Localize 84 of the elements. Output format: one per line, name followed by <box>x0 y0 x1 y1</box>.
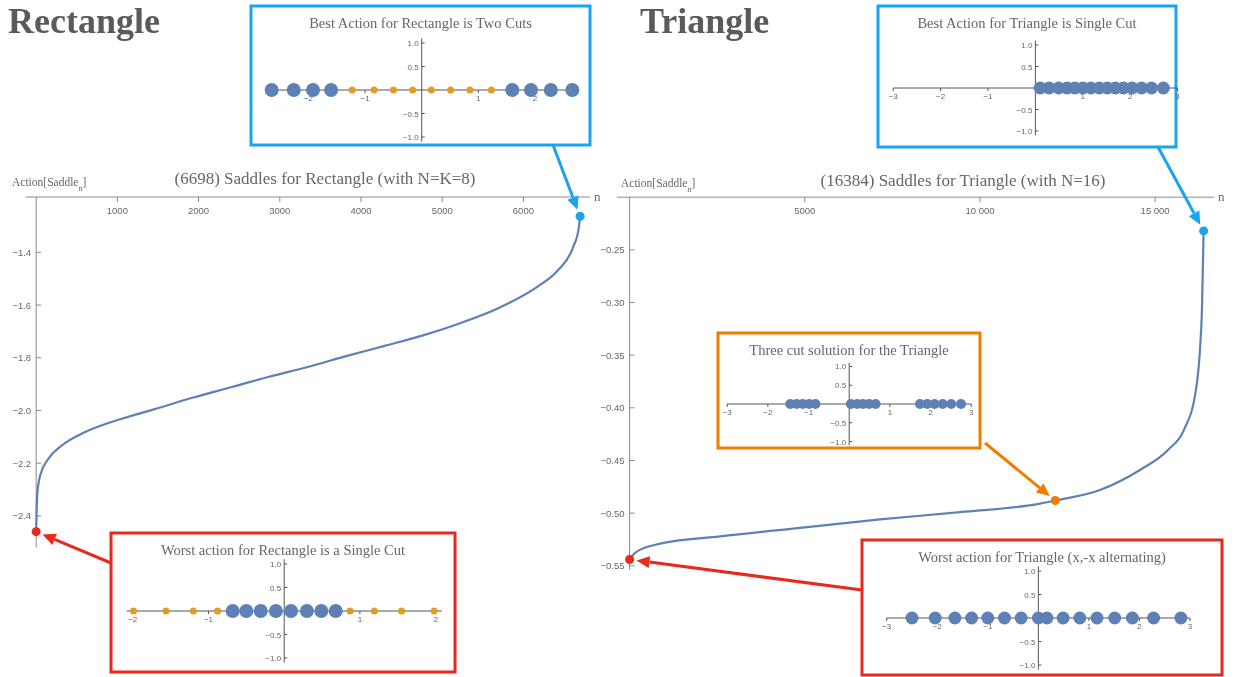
y-tick-label: −0.5 <box>1019 637 1036 647</box>
y-tick-label: 1.0 <box>1024 567 1036 576</box>
y-tick-label: −1.0 <box>1016 127 1033 136</box>
y-tick-label: −0.40 <box>600 402 625 414</box>
x-tick-label: 10 000 <box>965 205 995 217</box>
x-tick-label: −2 <box>303 94 314 103</box>
x-tick-label: 1000 <box>106 205 128 216</box>
y-tick-label: −0.5 <box>265 630 282 640</box>
x-tick-label: 15 000 <box>1140 205 1170 217</box>
x-tick-label: −1 <box>983 92 994 101</box>
y-tick-label: −1.0 <box>1019 661 1036 670</box>
x-tick-label: −2 <box>128 615 138 624</box>
x-axis-title: n <box>1218 189 1225 205</box>
text: Rectangle <box>8 1 160 41</box>
y-tick-label: −1.0 <box>265 654 282 663</box>
x-tick-label: −2 <box>936 92 946 101</box>
y-tick-label: −1.6 <box>12 299 32 311</box>
x-tick-label: 2 <box>433 615 439 624</box>
x-tick-label: 2 <box>928 408 934 417</box>
chart-title: Worst action for Triangle (x,-x alternating) <box>918 549 1167 566</box>
point <box>1199 226 1209 236</box>
chart-title: (6698) Saddles for Rectangle (with N=K=8) <box>174 169 476 188</box>
y-tick-label: 1.0 <box>835 362 847 372</box>
y-tick-label: −1.0 <box>830 437 847 447</box>
x-tick-label: 1 <box>1086 622 1092 631</box>
y-tick-label: −0.35 <box>600 349 625 361</box>
y-tick-label: −0.25 <box>600 244 625 256</box>
chart-title: Best Action for Rectangle is Two Cuts <box>309 15 533 31</box>
x-tick-label: 2000 <box>188 205 210 216</box>
x-tick-label: 1 <box>357 615 363 624</box>
point <box>1050 496 1060 505</box>
x-tick-label: 5000 <box>794 205 816 217</box>
x-tick-label: −1 <box>983 622 993 631</box>
y-tick-label: −2.2 <box>12 457 32 469</box>
x-tick-label: −2 <box>932 622 943 631</box>
y-tick-label: −1.4 <box>12 246 32 258</box>
y-tick-label: 1.0 <box>1021 41 1033 50</box>
chart-title: Three cut solution for the Triangle <box>749 342 949 358</box>
x-tick-label: 4000 <box>350 205 372 216</box>
chart-title: (16384) Saddles for Triangle (with N=16) <box>820 171 1106 190</box>
y-tick-label: −0.5 <box>1016 105 1033 115</box>
x-tick-label: 3 <box>1187 622 1193 631</box>
y-tick-label: −0.5 <box>830 418 847 428</box>
x-tick-label: 1 <box>887 408 893 417</box>
x-tick-label: −3 <box>882 622 892 631</box>
x-tick-label: 1 <box>476 94 482 103</box>
y-tick-label: 0.5 <box>270 583 282 593</box>
x-tick-label: 3 <box>1175 92 1181 101</box>
x-tick-label: 2 <box>1137 622 1143 631</box>
x-tick-label: 3000 <box>269 205 291 216</box>
y-tick-label: −1.8 <box>12 352 32 364</box>
x-tick-label: 2 <box>1127 92 1133 101</box>
x-tick-label: −1 <box>803 408 814 417</box>
y-tick-label: −0.5 <box>402 109 420 119</box>
x-tick-label: 6000 <box>512 205 534 216</box>
y-tick-label: −2.4 <box>12 510 32 522</box>
x-tick-label: 3 <box>968 408 974 417</box>
x-axis-title: n <box>594 189 601 204</box>
x-tick-label: 1 <box>1080 92 1086 101</box>
y-tick-label: 0.5 <box>1024 590 1036 600</box>
text: Triangle <box>640 1 770 41</box>
y-tick-label: −0.30 <box>600 297 625 309</box>
y-tick-label: −0.55 <box>600 560 625 572</box>
y-tick-label: −1.0 <box>402 133 420 142</box>
x-tick-label: 2 <box>532 94 538 103</box>
y-tick-label: −0.50 <box>600 507 625 519</box>
y-axis-title: Action[Saddle$_{n}$] <box>12 176 87 193</box>
x-tick-label: −3 <box>888 92 899 101</box>
y-tick-label: −2.0 <box>12 404 32 416</box>
y-tick-label: 0.5 <box>835 381 847 391</box>
y-tick-label: 1.0 <box>407 39 420 48</box>
y-tick-label: −0.45 <box>600 454 625 466</box>
x-tick-label: −1 <box>203 615 214 624</box>
x-tick-label: −1 <box>360 94 371 103</box>
chart-title: Worst action for Rectangle is a Single Cut <box>160 542 406 558</box>
y-tick-label: 0.5 <box>407 62 420 72</box>
y-axis-title: Action[Saddle$_{n}$] <box>621 177 696 194</box>
point <box>625 554 635 564</box>
x-tick-label: −3 <box>722 408 733 417</box>
chart-title: Best Action for Triangle is Single Cut <box>917 15 1137 31</box>
y-tick-label: 1.0 <box>270 560 282 569</box>
x-tick-label: −2 <box>763 408 773 417</box>
x-tick-label: 5000 <box>431 205 453 216</box>
y-tick-label: 0.5 <box>1021 62 1033 72</box>
